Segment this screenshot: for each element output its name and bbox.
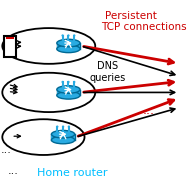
Ellipse shape [57,45,80,53]
Text: ...: ... [0,145,11,155]
Circle shape [61,34,64,37]
Ellipse shape [57,86,80,93]
Ellipse shape [57,92,80,99]
Bar [51,134,75,140]
Text: Home router: Home router [37,168,107,178]
Text: Persistent: Persistent [105,11,157,21]
Circle shape [67,81,70,83]
Circle shape [73,81,75,83]
Circle shape [68,126,70,128]
Text: DNS
queries: DNS queries [90,61,126,83]
Ellipse shape [51,130,75,138]
Circle shape [62,126,64,128]
Text: TCP connections: TCP connections [101,22,186,32]
Text: ...: ... [8,166,18,176]
FancyBboxPatch shape [4,36,16,57]
Text: ...: ... [143,104,155,117]
Circle shape [61,81,64,83]
Circle shape [67,34,70,37]
Ellipse shape [51,136,75,144]
Circle shape [56,126,58,128]
Circle shape [73,34,75,37]
Ellipse shape [57,39,80,47]
Bar [6,37,14,39]
Bar [57,43,80,49]
Bar [57,89,80,95]
